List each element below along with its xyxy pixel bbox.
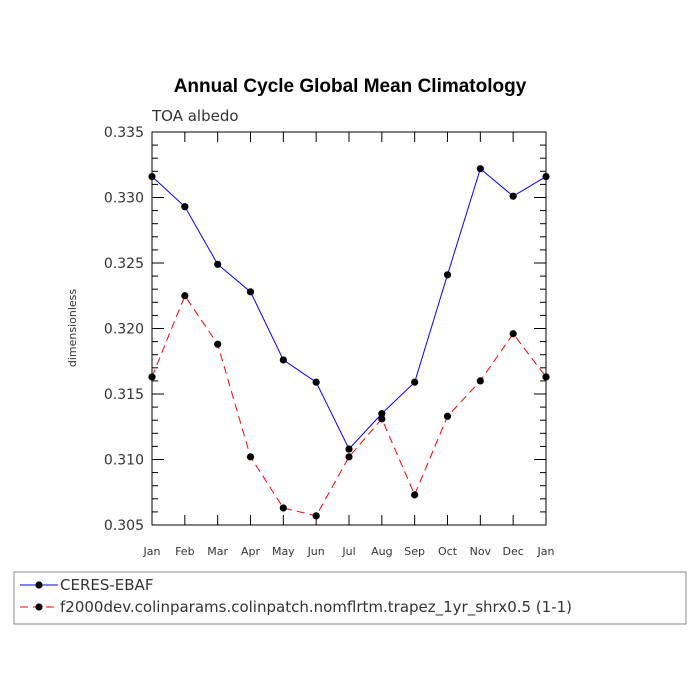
data-point (246, 288, 255, 296)
y-tick-label: 0.335 (104, 125, 144, 141)
x-tick-label: May (272, 545, 295, 558)
data-point (312, 512, 320, 520)
x-tick-labels: Jan Feb Mar Apr May Jun Jul Aug Sep Oct Nov Dec Jan (143, 545, 555, 558)
chart-subtitle: TOA albedo (151, 107, 239, 125)
x-tick-label: Jul (341, 545, 355, 558)
legend-box (13, 571, 687, 625)
plot-frame (151, 131, 547, 526)
chart-title: Annual Cycle Global Mean Climatology (174, 76, 527, 97)
series-layer (148, 165, 550, 520)
data-point (279, 356, 287, 364)
axis-ticks (151, 131, 547, 526)
data-point (312, 378, 320, 386)
series-line (151, 167, 547, 450)
x-tick-label: Jun (307, 545, 325, 558)
y-tick-label: 0.320 (104, 322, 144, 338)
x-tick-label: Sep (404, 545, 425, 558)
x-tick-label: Aug (371, 545, 392, 558)
legend-marker (35, 603, 43, 611)
data-point (411, 491, 419, 499)
y-axis-label: dimensionless (66, 289, 79, 368)
legend-label: CERES-EBAF (60, 576, 153, 594)
y-tick-label: 0.330 (104, 191, 144, 207)
data-point (476, 377, 484, 385)
x-tick-label: Mar (207, 545, 228, 558)
data-point (509, 192, 517, 200)
data-point (246, 453, 255, 461)
data-point (345, 453, 353, 461)
data-point (345, 445, 353, 453)
legend-label: f2000dev.colinparams.colinpatch.nomflrtm… (60, 598, 572, 617)
x-tick-label: Dec (503, 545, 524, 558)
y-tick-label: 0.325 (104, 256, 144, 272)
data-point (378, 410, 386, 418)
x-tick-label: Nov (470, 545, 492, 558)
legend-marker (35, 581, 43, 589)
y-tick-labels: 0.305 0.310 0.315 0.320 0.325 0.330 0.335 (104, 125, 144, 534)
data-point (181, 203, 189, 211)
series-line (151, 294, 547, 517)
x-tick-label: Apr (241, 545, 261, 558)
y-tick-label: 0.310 (104, 453, 144, 469)
x-tick-label: Jan (537, 545, 555, 558)
y-tick-label: 0.305 (104, 518, 144, 534)
data-point (214, 260, 222, 268)
data-point (411, 378, 419, 386)
data-point (509, 330, 517, 338)
legend: CERES-EBAF f2000dev.colinparams.colinpatc… (13, 571, 687, 625)
data-point (181, 292, 189, 300)
data-point (443, 412, 452, 420)
data-point (476, 165, 484, 173)
x-tick-label: Oct (438, 545, 458, 558)
data-point (378, 415, 386, 423)
data-point (443, 271, 452, 279)
x-tick-label: Feb (175, 545, 194, 558)
data-point (279, 504, 287, 512)
x-tick-label: Jan (143, 545, 161, 558)
data-point (214, 340, 222, 348)
y-tick-label: 0.315 (104, 387, 144, 403)
